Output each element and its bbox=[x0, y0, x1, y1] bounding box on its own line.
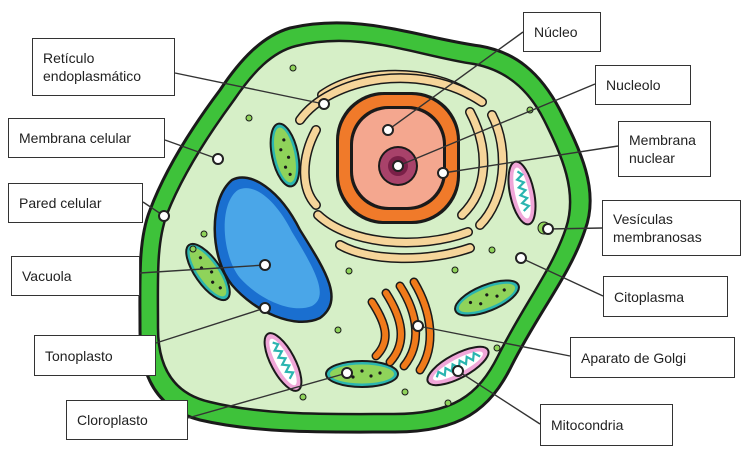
label-cloroplasto-text: Cloroplasto bbox=[77, 412, 148, 428]
label-vacuola-text: Vacuola bbox=[22, 268, 72, 284]
nucleus bbox=[336, 92, 460, 224]
label-reticulo-endoplasmatico: Retículo endoplasmático bbox=[32, 38, 175, 96]
label-citoplasma: Citoplasma bbox=[603, 276, 728, 317]
label-golgi-text: Aparato de Golgi bbox=[581, 349, 687, 366]
label-membrana-nuclear: Membrana nuclear bbox=[618, 121, 711, 177]
label-vacuola: Vacuola bbox=[11, 256, 140, 296]
label-membrana-nuclear-text: Membrana nuclear bbox=[629, 132, 696, 166]
label-nucleo-text: Núcleo bbox=[534, 24, 578, 40]
label-membrana-celular: Membrana celular bbox=[8, 118, 165, 158]
cytoplasm bbox=[156, 39, 572, 416]
label-mitocondria-text: Mitocondria bbox=[551, 417, 624, 433]
label-nucleo: Núcleo bbox=[523, 12, 601, 52]
label-reticulo-text: Retículo endoplasmático bbox=[43, 50, 142, 84]
label-citoplasma-text: Citoplasma bbox=[614, 288, 685, 305]
label-vesiculas-text: Vesículas membranosas bbox=[613, 211, 702, 245]
label-aparato-de-golgi: Aparato de Golgi bbox=[570, 337, 735, 378]
label-nucleolo: Nucleolo bbox=[595, 65, 691, 105]
label-mitocondria: Mitocondria bbox=[540, 404, 673, 446]
label-cloroplasto: Cloroplasto bbox=[66, 400, 188, 440]
label-vesiculas-membranosas: Vesículas membranosas bbox=[602, 200, 741, 256]
label-pared-celular: Pared celular bbox=[8, 183, 143, 223]
label-nucleolo-text: Nucleolo bbox=[606, 77, 661, 93]
label-pared-celular-text: Pared celular bbox=[19, 195, 102, 211]
leader-lines bbox=[139, 31, 619, 425]
label-membrana-celular-text: Membrana celular bbox=[19, 130, 132, 146]
label-tonoplasto: Tonoplasto bbox=[34, 335, 156, 376]
endoplasmic-reticulum bbox=[295, 69, 508, 264]
vacuole bbox=[213, 176, 333, 323]
label-tonoplasto-text: Tonoplasto bbox=[45, 347, 113, 364]
pointer-dots bbox=[158, 98, 554, 379]
